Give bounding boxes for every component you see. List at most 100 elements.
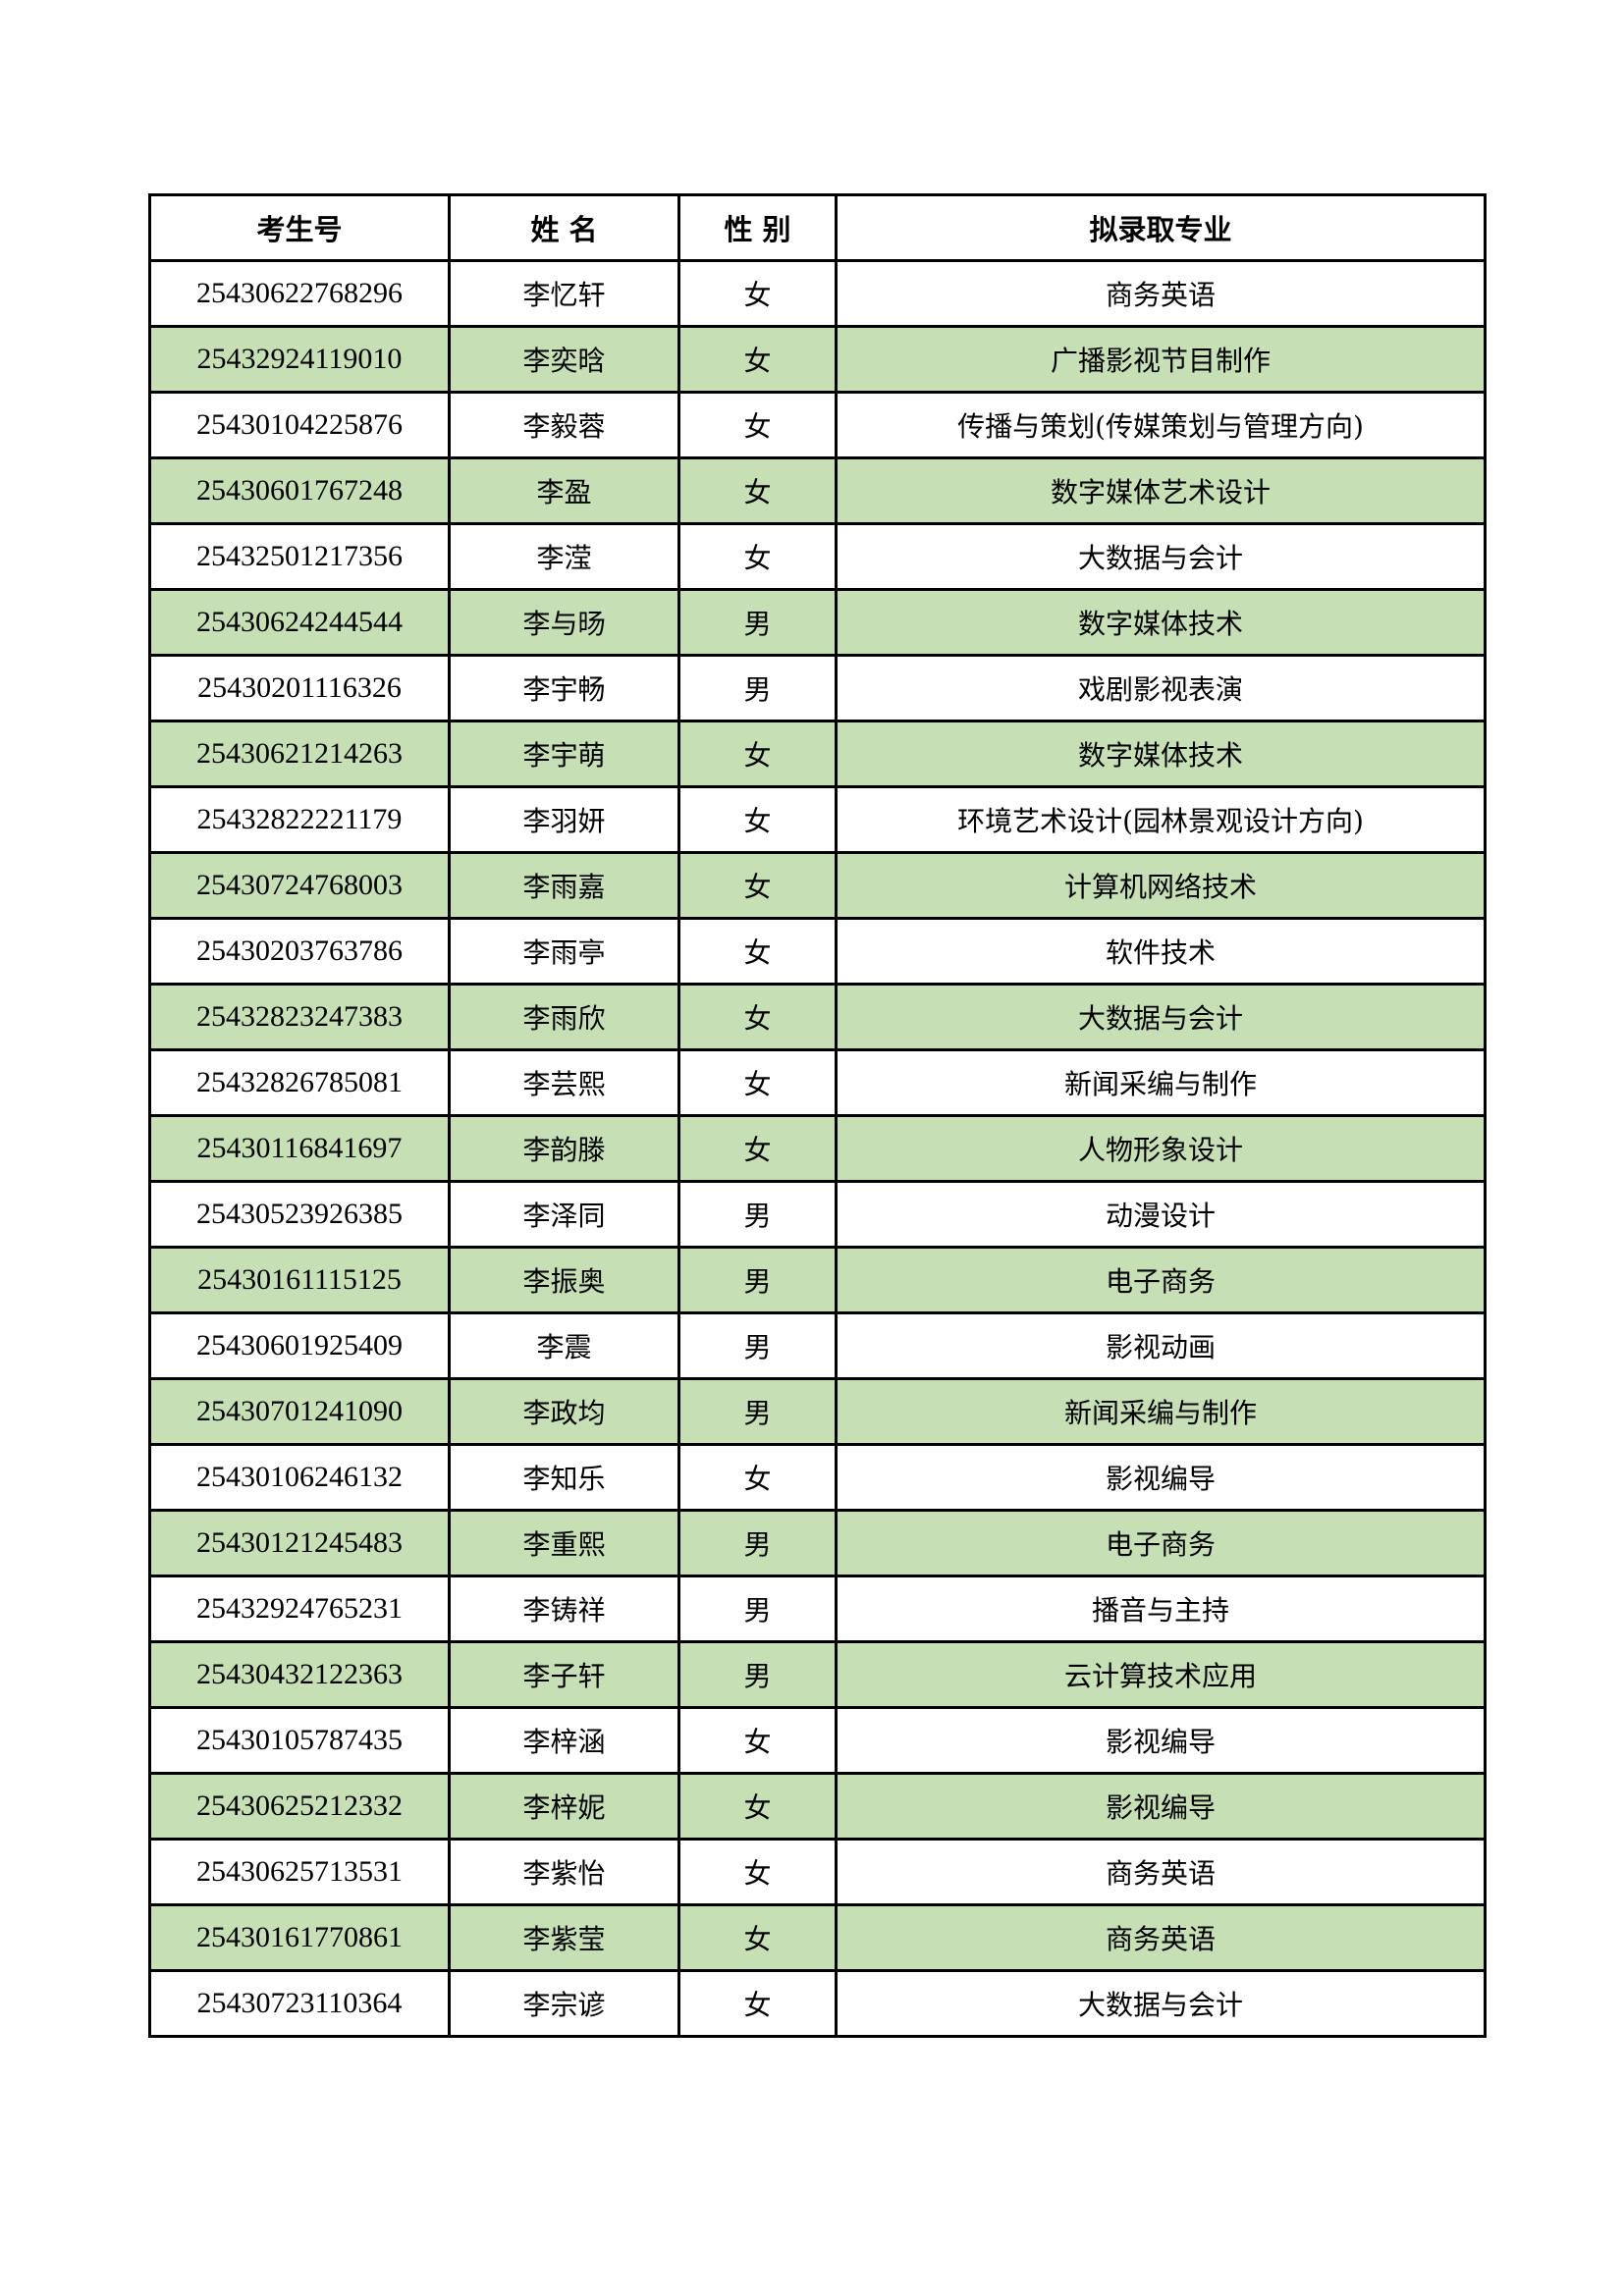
cell-gender: 女 [677, 1048, 838, 1117]
table-row: 25430161115125 李振奥男电子商务 [148, 1246, 1487, 1314]
cell-gender: 女 [677, 325, 838, 394]
cell-name: 李子轩 [448, 1640, 680, 1709]
cell-major: 影视编导 [835, 1706, 1487, 1775]
cell-exam-id: 25432924119010 [148, 325, 451, 394]
cell-name: 李重熙 [448, 1509, 680, 1577]
cell-gender: 男 [677, 654, 838, 722]
cell-name: 李雨欣 [448, 983, 680, 1051]
cell-major: 大数据与会计 [835, 983, 1487, 1051]
table-row: 25430523926385 李泽同男动漫设计 [148, 1180, 1487, 1249]
cell-gender: 男 [677, 1377, 838, 1446]
cell-name: 李芸熙 [448, 1048, 680, 1117]
header-exam-id: 考生号 [148, 193, 451, 262]
table-row: 25430622768296 李忆轩女商务英语 [148, 259, 1487, 328]
cell-exam-id: 25430203763786 [148, 917, 451, 986]
cell-major: 商务英语 [835, 1903, 1487, 1972]
cell-gender: 女 [677, 456, 838, 525]
cell-major: 影视编导 [835, 1772, 1487, 1841]
header-row: 考生号 姓 名 性 别 拟录取专业 [148, 193, 1487, 262]
cell-exam-id: 25430161770861 [148, 1903, 451, 1972]
cell-name: 李雨亭 [448, 917, 680, 986]
cell-major: 电子商务 [835, 1246, 1487, 1314]
cell-major: 软件技术 [835, 917, 1487, 986]
cell-gender: 男 [677, 1509, 838, 1577]
header-major: 拟录取专业 [835, 193, 1487, 262]
cell-name: 李振奥 [448, 1246, 680, 1314]
cell-exam-id: 25430104225876 [148, 391, 451, 459]
cell-exam-id: 25430622768296 [148, 259, 451, 328]
cell-name: 李宗谚 [448, 1969, 680, 2038]
table-row: 25432924119010 李奕晗女广播影视节目制作 [148, 325, 1487, 394]
table-row: 25430105787435 李梓涵女影视编导 [148, 1706, 1487, 1775]
table-row: 25432826785081 李芸熙女新闻采编与制作 [148, 1048, 1487, 1117]
cell-name: 李宇畅 [448, 654, 680, 722]
cell-gender: 女 [677, 259, 838, 328]
cell-name: 李政均 [448, 1377, 680, 1446]
cell-name: 李知乐 [448, 1443, 680, 1512]
cell-name: 李与旸 [448, 588, 680, 657]
cell-major: 电子商务 [835, 1509, 1487, 1577]
cell-major: 戏剧影视表演 [835, 654, 1487, 722]
cell-major: 人物形象设计 [835, 1114, 1487, 1183]
cell-exam-id: 25430161115125 [148, 1246, 451, 1314]
cell-name: 李铸祥 [448, 1575, 680, 1643]
cell-gender: 男 [677, 1311, 838, 1380]
cell-exam-id: 25430701241090 [148, 1377, 451, 1446]
cell-name: 李忆轩 [448, 259, 680, 328]
cell-gender: 男 [677, 1246, 838, 1314]
cell-gender: 女 [677, 391, 838, 459]
cell-gender: 女 [677, 983, 838, 1051]
table-row: 25430106246132 李知乐女影视编导 [148, 1443, 1487, 1512]
cell-gender: 女 [677, 1443, 838, 1512]
table-row: 25430701241090 李政均男新闻采编与制作 [148, 1377, 1487, 1446]
cell-gender: 女 [677, 917, 838, 986]
table-row: 25430161770861 李紫莹女商务英语 [148, 1903, 1487, 1972]
table-row: 25430621214263 李宇萌女数字媒体技术 [148, 720, 1487, 788]
table-row: 25432501217356 李滢女大数据与会计 [148, 522, 1487, 591]
table-row: 25430432122363 李子轩男云计算技术应用 [148, 1640, 1487, 1709]
cell-name: 李奕晗 [448, 325, 680, 394]
cell-major: 环境艺术设计(园林景观设计方向) [835, 785, 1487, 854]
cell-name: 李梓涵 [448, 1706, 680, 1775]
cell-gender: 女 [677, 851, 838, 920]
cell-name: 李紫莹 [448, 1903, 680, 1972]
cell-major: 新闻采编与制作 [835, 1377, 1487, 1446]
cell-exam-id: 25430121245483 [148, 1509, 451, 1577]
table-row: 25430625212332 李梓妮女影视编导 [148, 1772, 1487, 1841]
cell-major: 动漫设计 [835, 1180, 1487, 1249]
cell-gender: 女 [677, 522, 838, 591]
cell-gender: 女 [677, 1838, 838, 1906]
cell-exam-id: 25432826785081 [148, 1048, 451, 1117]
cell-gender: 男 [677, 1180, 838, 1249]
header-gender: 性 别 [677, 193, 838, 262]
cell-exam-id: 25432823247383 [148, 983, 451, 1051]
cell-exam-id: 25430432122363 [148, 1640, 451, 1709]
table-row: 25430601767248 李盈女数字媒体艺术设计 [148, 456, 1487, 525]
cell-exam-id: 25430601925409 [148, 1311, 451, 1380]
table-row: 25430201116326 李宇畅男戏剧影视表演 [148, 654, 1487, 722]
cell-major: 商务英语 [835, 1838, 1487, 1906]
cell-exam-id: 25430106246132 [148, 1443, 451, 1512]
table-row: 25430625713531 李紫怡女商务英语 [148, 1838, 1487, 1906]
cell-exam-id: 25430116841697 [148, 1114, 451, 1183]
cell-gender: 女 [677, 1706, 838, 1775]
table-row: 25430104225876 李毅蓉女传播与策划(传媒策划与管理方向) [148, 391, 1487, 459]
cell-major: 商务英语 [835, 259, 1487, 328]
cell-exam-id: 25430624244544 [148, 588, 451, 657]
cell-gender: 女 [677, 1114, 838, 1183]
cell-name: 李宇萌 [448, 720, 680, 788]
table-row: 25430116841697 李韵滕女人物形象设计 [148, 1114, 1487, 1183]
cell-exam-id: 25430723110364 [148, 1969, 451, 2038]
header-name: 姓 名 [448, 193, 680, 262]
cell-exam-id: 25430523926385 [148, 1180, 451, 1249]
cell-name: 李毅蓉 [448, 391, 680, 459]
cell-name: 李羽妍 [448, 785, 680, 854]
cell-name: 李盈 [448, 456, 680, 525]
cell-gender: 男 [677, 588, 838, 657]
cell-exam-id: 25432924765231 [148, 1575, 451, 1643]
cell-major: 云计算技术应用 [835, 1640, 1487, 1709]
cell-gender: 男 [677, 1575, 838, 1643]
cell-exam-id: 25432822221179 [148, 785, 451, 854]
cell-major: 大数据与会计 [835, 1969, 1487, 2038]
cell-name: 李紫怡 [448, 1838, 680, 1906]
